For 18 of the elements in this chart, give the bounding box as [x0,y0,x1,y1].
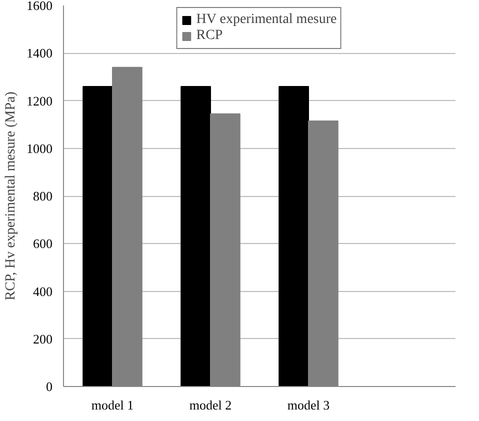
bar [180,86,211,386]
x-tick-label: model 2 [189,398,232,412]
x-tick-label: model 3 [287,398,330,412]
y-tick-label: 1400 [26,46,52,61]
bar [278,86,309,386]
x-tick-label: model 1 [91,398,134,412]
y-tick-label: 0 [46,379,52,394]
legend-label: HV experimental mesure [196,12,337,28]
y-tick-label: 1200 [26,93,52,108]
legend-label: RCP [196,28,223,44]
y-tick-label: 600 [33,236,52,252]
y-axis-title: RCP, Hv experimental mesure (MPa) [4,91,18,300]
y-tick-label: 800 [33,188,52,204]
y-tick-label: 200 [33,331,52,346]
bar [82,86,113,386]
y-tick-label: 1000 [26,140,52,156]
y-tick-label: 400 [33,284,52,299]
y-tick-label: 1600 [26,0,52,13]
